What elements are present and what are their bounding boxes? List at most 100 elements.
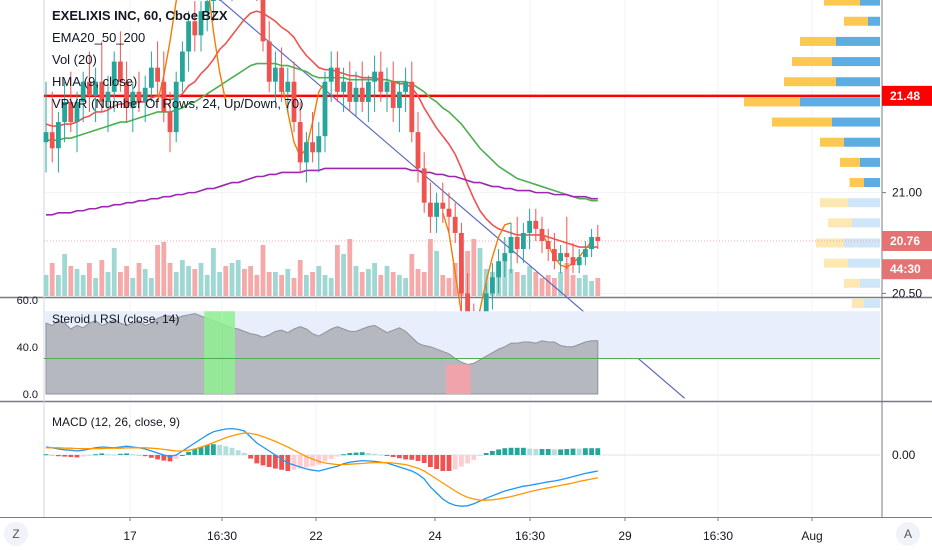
volume-bar [322, 275, 328, 296]
auto-scale-button[interactable]: A [896, 522, 920, 546]
candle-body [452, 216, 458, 233]
price-axis-label: 20.50 [892, 286, 922, 300]
volume-bar [285, 269, 291, 296]
legend-ema: EMA20_50_200 [52, 30, 146, 45]
macd-histogram-bar [99, 453, 105, 455]
volume-bar [527, 266, 532, 296]
macd-histogram-bar [496, 449, 501, 455]
volume-bar [180, 260, 185, 296]
vpvr-down-bar [832, 117, 880, 127]
candle-body [576, 257, 582, 266]
candle-body [372, 71, 377, 82]
time-axis-label: 16:30 [207, 529, 237, 543]
volume-bar [539, 278, 545, 296]
volume-bar [440, 275, 446, 296]
volume-bar [99, 260, 105, 296]
candle-body [192, 21, 198, 36]
vpvr-down-bar [860, 157, 880, 167]
candle-body [297, 122, 303, 163]
volume-bar [142, 269, 148, 296]
macd-histogram-bar [80, 455, 86, 457]
candle-body [304, 142, 309, 163]
volume-bar [452, 263, 458, 296]
candle-body [161, 81, 167, 112]
candle-body [74, 101, 80, 123]
macd-histogram-bar [291, 455, 297, 470]
candle-body [508, 236, 514, 254]
candle-body [397, 91, 402, 108]
candle-body [124, 81, 129, 108]
candle-body [173, 81, 179, 133]
macd-histogram-bar [440, 455, 446, 471]
candle-body [56, 122, 61, 149]
macd-histogram-bar [242, 453, 247, 455]
macd-histogram-bar [93, 454, 98, 456]
candle-body [465, 293, 470, 324]
candle-body [434, 202, 439, 217]
vpvr-down-bar [836, 36, 880, 46]
volume-bar [409, 254, 415, 296]
macd-histogram-bar [173, 455, 179, 459]
vpvr-down-bar [860, 278, 880, 288]
volume-bar [328, 278, 334, 296]
volume-bar [242, 269, 247, 296]
macd-histogram-bar [397, 455, 402, 459]
zoom-button[interactable]: Z [4, 522, 28, 546]
vpvr-down-bar [836, 77, 880, 87]
candle-body [533, 220, 539, 229]
signal-line [46, 432, 598, 501]
time-axis-label: Aug [801, 529, 822, 543]
macd-histogram-bar [502, 448, 508, 455]
candle-body [428, 202, 433, 217]
candle-body [316, 136, 322, 153]
ema200-line [46, 167, 598, 216]
candle-body [285, 81, 291, 92]
volume-bar [335, 245, 340, 296]
macd-histogram-bar [149, 455, 154, 458]
macd-histogram-bar [130, 454, 136, 456]
candle-body [266, 41, 272, 82]
vpvr-down-bar [864, 298, 880, 308]
price-tag-label: 44:30 [890, 262, 921, 276]
macd-histogram-bar [297, 455, 303, 469]
volume-bar [428, 239, 433, 296]
macd-histogram-bar [335, 455, 340, 457]
volume-bar [384, 266, 390, 296]
volume-bar [49, 263, 55, 296]
macd-histogram-bar [186, 451, 191, 455]
volume-bar [304, 275, 309, 296]
time-axis-label: 29 [618, 529, 632, 543]
vpvr-down-bar [864, 178, 880, 188]
macd-histogram-bar [459, 455, 464, 467]
price-tag [882, 231, 932, 251]
macd-histogram-bar [434, 455, 439, 469]
candle-body [186, 21, 191, 52]
volume-bar [130, 278, 136, 296]
vpvr-up-bar [844, 16, 868, 26]
candle-body [142, 87, 148, 102]
macd-histogram-bar [273, 455, 278, 469]
volume-bar [347, 239, 353, 296]
macd-histogram-bar [465, 455, 470, 464]
chart-title: EXELIXIS INC, 60, Cboe BZX [52, 8, 228, 23]
candle-body [502, 253, 508, 262]
macd-histogram-bar [508, 447, 514, 455]
price-tag [882, 259, 932, 280]
macd-histogram-bar [43, 454, 49, 456]
candle-body [421, 168, 427, 203]
candle-body [43, 132, 49, 143]
macd-histogram-bar [576, 448, 582, 455]
candle-body [130, 91, 136, 108]
macd-histogram-bar [353, 452, 359, 455]
candle-body [570, 257, 576, 266]
macd-histogram-bar [310, 455, 315, 467]
macd-histogram-bar [136, 455, 142, 456]
volume-bar [74, 269, 80, 296]
macd-histogram-bar [198, 447, 204, 455]
macd-histogram-bar [583, 448, 588, 455]
macd-axis-label: 0.00 [892, 448, 916, 462]
volume-bar [415, 269, 421, 296]
time-axis-label: 22 [309, 529, 323, 543]
volume-bar [211, 248, 216, 296]
rsi-oversold-highlight [446, 364, 471, 394]
